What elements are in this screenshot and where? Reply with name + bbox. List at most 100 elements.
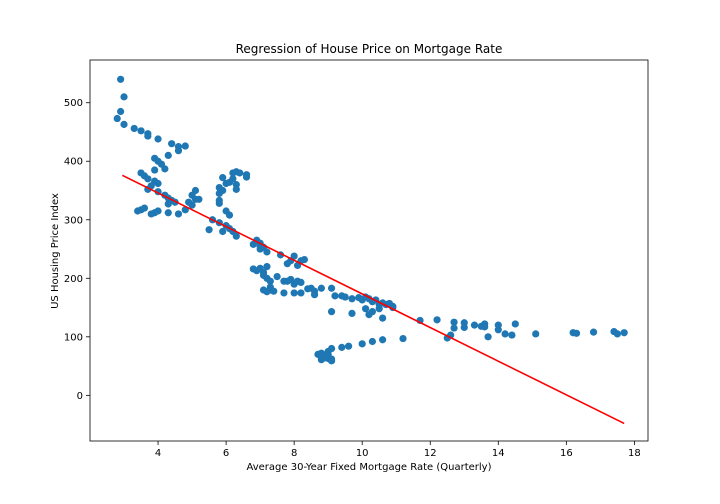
data-point-137 <box>362 305 370 313</box>
data-point-99 <box>290 252 298 260</box>
data-point-14 <box>164 151 172 159</box>
data-point-22 <box>144 175 152 183</box>
data-point-46 <box>164 209 172 217</box>
data-point-135 <box>365 310 373 319</box>
data-point-92 <box>263 288 271 296</box>
x-tick-label-6: 6 <box>223 448 229 459</box>
data-point-175 <box>511 320 519 328</box>
x-tick-label-12: 12 <box>424 448 437 459</box>
data-point-119 <box>341 293 349 301</box>
data-point-169 <box>481 323 489 331</box>
x-tick-label-10: 10 <box>356 448 369 459</box>
data-point-178 <box>572 329 581 337</box>
data-point-12 <box>181 142 189 150</box>
data-point-55 <box>232 232 240 240</box>
data-point-138 <box>348 309 356 318</box>
data-point-86 <box>263 262 271 271</box>
y-tick-label-300: 300 <box>64 215 83 226</box>
data-point-5 <box>130 124 138 133</box>
data-point-66 <box>229 175 237 183</box>
data-point-57 <box>222 207 230 215</box>
x-axis-ticks: 4 6 8 10 12 14 16 18 <box>155 441 641 459</box>
x-tick-label-16: 16 <box>560 448 573 459</box>
data-point-154 <box>358 340 366 348</box>
data-point-149 <box>327 357 336 365</box>
data-point-47 <box>174 210 183 218</box>
data-point-181 <box>613 330 621 338</box>
data-point-32 <box>164 200 172 208</box>
data-point-71 <box>232 185 240 193</box>
data-point-34 <box>188 201 196 209</box>
data-point-59 <box>215 196 223 205</box>
data-point-151 <box>327 344 336 353</box>
data-point-93 <box>270 287 278 295</box>
data-point-13 <box>174 147 183 155</box>
x-tick-label-14: 14 <box>492 448 505 459</box>
data-point-150 <box>317 356 325 364</box>
data-point-139 <box>327 308 336 316</box>
data-point-3 <box>113 114 121 123</box>
data-point-2 <box>120 93 128 101</box>
data-point-128 <box>375 305 383 313</box>
data-point-163 <box>450 324 458 332</box>
data-point-94 <box>273 272 281 281</box>
data-point-157 <box>399 334 407 343</box>
y-axis-ticks: 0 100 200 300 400 500 <box>64 98 90 402</box>
data-point-95 <box>280 289 288 297</box>
data-point-42 <box>140 204 149 212</box>
data-point-102 <box>300 255 308 264</box>
data-point-110 <box>293 277 302 285</box>
x-tick-label-4: 4 <box>155 448 161 459</box>
data-point-156 <box>379 336 387 344</box>
data-point-0 <box>117 75 125 83</box>
data-point-170 <box>484 333 492 341</box>
x-axis-label: Average 30-Year Fixed Mortgage Rate (Qua… <box>246 462 491 473</box>
data-point-116 <box>327 284 336 292</box>
data-point-174 <box>508 331 516 339</box>
data-point-117 <box>331 292 339 300</box>
regression-line <box>121 174 625 425</box>
data-point-18 <box>161 165 169 173</box>
data-point-88 <box>266 277 274 285</box>
scatter-points <box>113 75 628 365</box>
y-tick-label-200: 200 <box>64 274 83 285</box>
data-point-10 <box>168 140 176 148</box>
data-point-114 <box>310 291 319 299</box>
data-point-107 <box>290 289 298 297</box>
x-tick-label-18: 18 <box>628 448 641 459</box>
y-axis-label: US Housing Price Index <box>50 193 61 309</box>
data-point-165 <box>460 323 468 332</box>
y-tick-label-500: 500 <box>64 98 83 109</box>
data-point-173 <box>501 330 509 338</box>
data-point-136 <box>379 314 387 322</box>
data-point-48 <box>205 226 213 234</box>
data-point-162 <box>450 318 458 326</box>
data-point-152 <box>338 343 346 351</box>
data-point-182 <box>620 329 628 337</box>
data-point-176 <box>532 330 540 338</box>
data-point-172 <box>494 326 502 334</box>
axes-frame <box>89 59 649 442</box>
data-point-1 <box>117 107 125 116</box>
data-point-179 <box>589 328 598 336</box>
data-point-45 <box>154 207 162 215</box>
data-point-51 <box>219 227 227 236</box>
data-point-19 <box>151 166 159 174</box>
data-point-120 <box>348 295 356 303</box>
y-tick-label-400: 400 <box>64 157 83 168</box>
data-point-159 <box>433 316 441 324</box>
data-point-9 <box>154 135 162 143</box>
x-tick-label-8: 8 <box>291 448 297 459</box>
chart-title: Regression of House Price on Mortgage Ra… <box>236 42 503 56</box>
data-point-6 <box>137 127 145 135</box>
data-point-108 <box>297 289 305 297</box>
data-point-73 <box>242 173 251 181</box>
data-point-69 <box>236 169 244 177</box>
regression-line-layer <box>121 174 625 425</box>
y-tick-label-100: 100 <box>64 332 83 343</box>
data-point-115 <box>317 284 325 292</box>
data-point-62 <box>219 186 227 195</box>
data-point-38 <box>191 186 200 195</box>
